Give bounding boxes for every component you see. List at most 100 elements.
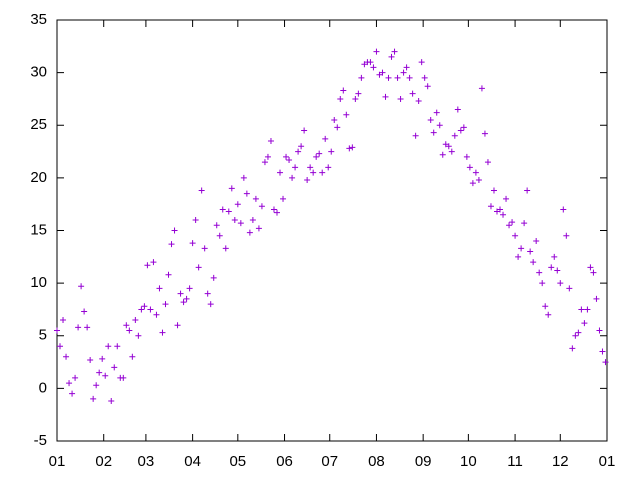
point bbox=[198, 187, 205, 194]
point bbox=[361, 61, 368, 68]
point bbox=[231, 216, 238, 223]
y-tick-label: 0 bbox=[39, 379, 47, 396]
point bbox=[463, 153, 470, 160]
point bbox=[478, 85, 485, 92]
point bbox=[219, 206, 226, 213]
x-tick-label: 12 bbox=[552, 453, 569, 470]
x-tick-label: 02 bbox=[95, 453, 112, 470]
point bbox=[394, 74, 401, 81]
point bbox=[147, 306, 154, 313]
point bbox=[436, 122, 443, 129]
point bbox=[216, 232, 223, 239]
point bbox=[418, 59, 425, 66]
point bbox=[530, 259, 537, 266]
point bbox=[283, 153, 290, 160]
point bbox=[328, 148, 335, 155]
x-tick-label: 08 bbox=[368, 453, 385, 470]
point bbox=[195, 264, 202, 271]
point bbox=[162, 301, 169, 308]
point bbox=[469, 180, 476, 187]
point bbox=[222, 245, 229, 252]
point bbox=[298, 143, 305, 150]
point bbox=[572, 332, 579, 339]
point bbox=[234, 201, 241, 208]
point bbox=[409, 90, 416, 97]
point bbox=[144, 262, 151, 269]
point bbox=[171, 227, 178, 234]
point bbox=[165, 271, 172, 278]
point bbox=[90, 395, 97, 402]
point bbox=[249, 216, 256, 223]
point bbox=[174, 322, 181, 329]
plot-frame bbox=[56, 19, 608, 442]
point bbox=[114, 343, 121, 350]
x-tick-label: 01 bbox=[49, 453, 66, 470]
point bbox=[536, 269, 543, 276]
point bbox=[105, 343, 112, 350]
point bbox=[135, 332, 142, 339]
point bbox=[313, 153, 320, 160]
point bbox=[304, 176, 311, 183]
point bbox=[123, 322, 130, 329]
point bbox=[581, 320, 588, 327]
point bbox=[427, 116, 434, 123]
point bbox=[512, 232, 519, 239]
point bbox=[500, 211, 507, 218]
point bbox=[412, 132, 419, 139]
point bbox=[442, 141, 449, 148]
point bbox=[189, 240, 196, 247]
point bbox=[132, 316, 139, 323]
point bbox=[213, 222, 220, 229]
point bbox=[331, 116, 338, 123]
point bbox=[192, 216, 199, 223]
point bbox=[382, 93, 389, 100]
point bbox=[391, 48, 398, 55]
point bbox=[69, 390, 76, 397]
point bbox=[542, 303, 549, 310]
point bbox=[334, 124, 341, 131]
point bbox=[228, 185, 235, 192]
y-tick-label: -5 bbox=[34, 432, 47, 449]
y-tick-label: 15 bbox=[30, 221, 47, 238]
point bbox=[108, 398, 115, 405]
point bbox=[602, 359, 609, 366]
point bbox=[138, 306, 145, 313]
point bbox=[240, 174, 247, 181]
point bbox=[388, 53, 395, 60]
point bbox=[66, 380, 73, 387]
point bbox=[207, 301, 214, 308]
point bbox=[421, 74, 428, 81]
point bbox=[539, 280, 546, 287]
point bbox=[527, 248, 534, 255]
point bbox=[81, 308, 88, 315]
point bbox=[102, 372, 109, 379]
point bbox=[156, 285, 163, 292]
point bbox=[63, 353, 70, 360]
point bbox=[472, 169, 479, 176]
point bbox=[439, 151, 446, 158]
point bbox=[545, 311, 552, 318]
point bbox=[454, 106, 461, 113]
x-tick-label: 10 bbox=[460, 453, 477, 470]
point bbox=[267, 138, 274, 145]
x-tick-label: 01 bbox=[599, 453, 616, 470]
point bbox=[286, 156, 293, 163]
point bbox=[578, 306, 585, 313]
point bbox=[596, 327, 603, 334]
point bbox=[415, 98, 422, 105]
point bbox=[584, 306, 591, 313]
point bbox=[503, 195, 510, 202]
x-tick-label: 04 bbox=[184, 453, 201, 470]
point bbox=[96, 369, 103, 376]
point bbox=[406, 74, 413, 81]
x-tick-label: 05 bbox=[229, 453, 246, 470]
point bbox=[575, 329, 582, 336]
point bbox=[322, 135, 329, 142]
point bbox=[397, 95, 404, 102]
y-tick-label: 5 bbox=[39, 327, 47, 344]
point bbox=[460, 124, 467, 131]
point bbox=[346, 145, 353, 152]
x-tick-label: 11 bbox=[507, 453, 523, 470]
point bbox=[494, 208, 500, 215]
point bbox=[403, 64, 410, 71]
